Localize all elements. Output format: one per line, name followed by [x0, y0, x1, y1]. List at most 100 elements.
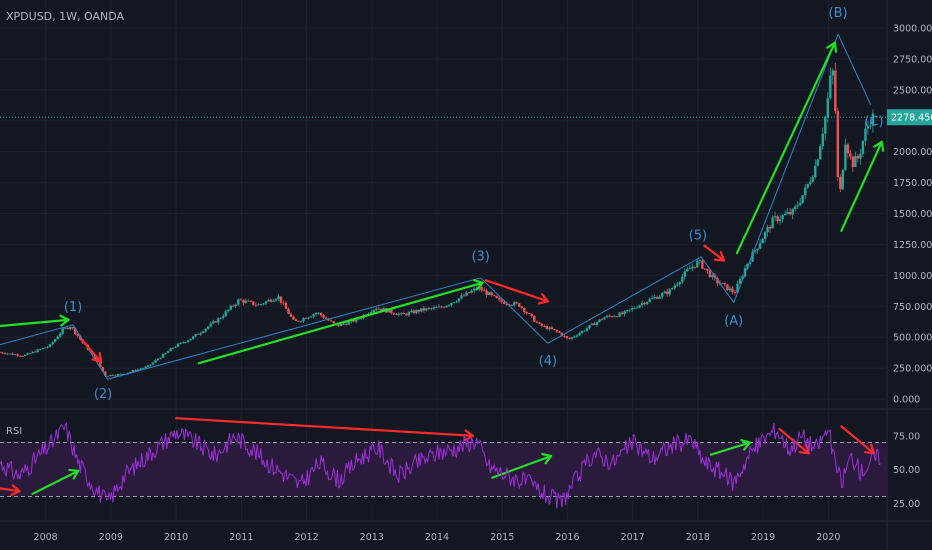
- candle-body: [372, 309, 375, 313]
- candle-body: [274, 299, 278, 301]
- time-tick-label: 2014: [425, 532, 449, 543]
- candle-body: [339, 323, 343, 327]
- candle-body: [38, 349, 42, 351]
- candle-body: [66, 327, 69, 329]
- candle-body: [259, 304, 263, 305]
- wave-label: (C): [864, 115, 883, 130]
- candle-body: [688, 268, 692, 270]
- candle-body: [324, 317, 328, 319]
- candle-body: [161, 354, 165, 358]
- price-tick-label: 750.000: [893, 302, 932, 313]
- candle-body: [114, 375, 117, 377]
- candle-body: [553, 329, 556, 330]
- candle-body: [204, 328, 207, 332]
- candle-body: [410, 310, 413, 313]
- time-tick-label: 2011: [229, 532, 253, 543]
- candle-body: [440, 306, 443, 308]
- candle-body: [176, 343, 180, 347]
- candle-body: [681, 276, 684, 283]
- candle-body: [146, 365, 150, 367]
- candle-body: [716, 278, 719, 284]
- wave-label: (5): [689, 228, 707, 243]
- candle-body: [355, 318, 358, 322]
- candle-body: [761, 238, 764, 244]
- candle-body: [831, 70, 835, 76]
- candle-body: [658, 296, 661, 299]
- candle-body: [668, 289, 671, 295]
- candle-body: [136, 369, 140, 371]
- candle-body: [302, 318, 305, 321]
- candle-body: [691, 266, 694, 269]
- wave-segment: [72, 324, 109, 380]
- candle-body: [866, 126, 870, 129]
- candle-body: [264, 301, 268, 304]
- candle-body: [595, 321, 599, 326]
- candle-body: [214, 321, 217, 323]
- candle-body: [545, 326, 549, 330]
- candle-body: [548, 327, 551, 330]
- candle-body: [375, 308, 378, 310]
- candle-body: [227, 309, 230, 312]
- candle-body: [751, 251, 754, 262]
- candle-body: [422, 308, 426, 311]
- candle-body: [563, 335, 566, 337]
- candle-body: [412, 310, 416, 314]
- rsi-label[interactable]: RSI: [6, 426, 22, 437]
- trend-arrow: [840, 425, 876, 455]
- candle-body: [16, 354, 19, 356]
- candle-body: [415, 310, 418, 314]
- candle-body: [731, 288, 734, 293]
- candle-body: [520, 306, 523, 308]
- candle-body: [487, 292, 491, 295]
- candle-body: [74, 328, 77, 334]
- candle-body: [783, 213, 787, 216]
- candle-body: [1, 352, 4, 354]
- candle-body: [663, 291, 666, 294]
- candle-body: [758, 243, 762, 249]
- candle-body: [796, 205, 799, 207]
- candle-body: [656, 297, 659, 299]
- wave-label: (B): [829, 6, 848, 21]
- candle-body: [608, 315, 611, 317]
- candle-body: [811, 177, 814, 182]
- candle-body: [703, 268, 707, 270]
- candle-body: [342, 323, 345, 325]
- candle-body: [620, 312, 624, 315]
- candle-body: [437, 306, 441, 308]
- candle-body: [733, 292, 737, 293]
- wave-segment: [547, 256, 702, 344]
- elliott-wave-lines: [0, 33, 872, 380]
- candle-body: [766, 227, 769, 233]
- rsi-tick-label: 50.00: [893, 465, 920, 476]
- candle-body: [447, 304, 451, 306]
- candle-body: [71, 327, 74, 329]
- candle-body: [568, 338, 571, 339]
- candle-body: [821, 133, 824, 147]
- candle-body: [500, 299, 503, 302]
- price-candles: [0, 63, 875, 377]
- candle-body: [844, 144, 847, 170]
- candle-body: [417, 310, 421, 312]
- candle-body: [503, 301, 506, 304]
- candle-body: [400, 313, 403, 314]
- candle-body: [849, 153, 852, 157]
- symbol-title[interactable]: XPDUSD, 1W, OANDA: [6, 10, 124, 23]
- candle-body: [452, 302, 456, 304]
- candle-body: [560, 332, 564, 336]
- candle-body: [26, 353, 29, 355]
- candle-body: [859, 153, 862, 159]
- candle-body: [317, 312, 320, 314]
- candle-body: [307, 317, 310, 319]
- current-price-label: 2278.450: [891, 113, 932, 124]
- candle-body: [420, 308, 423, 312]
- candle-body: [851, 156, 855, 167]
- candle-body: [455, 301, 458, 303]
- current-price-badge[interactable]: [887, 109, 932, 126]
- candle-body: [628, 309, 631, 311]
- candle-body: [76, 333, 79, 337]
- candle-body: [104, 371, 107, 376]
- candle-body: [492, 294, 496, 296]
- candle-body: [753, 250, 757, 252]
- candle-body: [864, 128, 867, 141]
